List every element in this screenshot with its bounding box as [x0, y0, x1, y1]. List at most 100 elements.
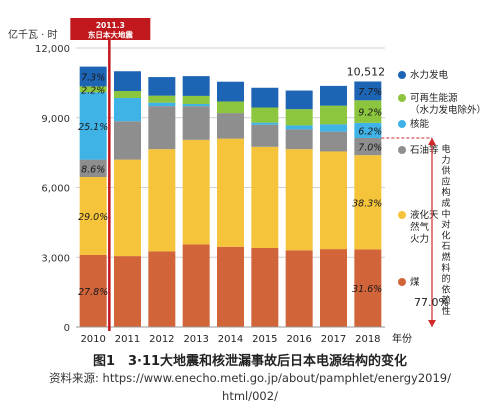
bar-segment	[354, 81, 382, 101]
bar-segment	[354, 155, 382, 250]
dependence-arrow-up	[428, 137, 436, 145]
x-tick-label: 2014	[218, 334, 243, 345]
legend-marker	[398, 71, 406, 79]
x-tick-label: 2012	[149, 334, 174, 345]
x-tick-label: 2017	[321, 334, 346, 345]
bar-segment	[285, 109, 313, 126]
bar-segment	[79, 66, 107, 87]
y-tick-label: 12,000	[35, 44, 70, 55]
bar-segment	[79, 92, 107, 160]
bar-segment	[285, 90, 313, 110]
segment-label: 27.8%	[78, 287, 108, 298]
bar-segment	[285, 250, 313, 327]
event-marker-box	[70, 18, 151, 40]
x-tick-label: 2015	[252, 334, 277, 345]
bar-segment	[217, 101, 244, 114]
segment-label: 2.2%	[81, 85, 105, 96]
segment-label: 29.0%	[78, 212, 108, 223]
bar-segment	[354, 122, 382, 138]
bar-segment	[217, 138, 244, 247]
dependence-value: 77.0%	[414, 296, 449, 309]
legend-label: 煤	[410, 276, 420, 288]
bar-segment	[114, 159, 141, 257]
bar-segment	[251, 146, 279, 248]
bar-segment	[354, 100, 382, 123]
bar-segment	[320, 124, 347, 132]
legend-label: 液化天	[410, 209, 439, 221]
bar-segment	[354, 137, 382, 156]
bar-segment	[217, 81, 244, 102]
legend-label: 可再生能源	[410, 92, 458, 104]
bar-segment	[251, 87, 279, 108]
legend-label: 石油等	[410, 144, 439, 156]
segment-label: 7.3%	[81, 72, 105, 83]
source-note-line-2: html/002/	[222, 389, 278, 403]
bar-segment	[182, 244, 210, 327]
y-tick-label: 0	[64, 323, 70, 334]
bar-segment	[79, 159, 107, 178]
bar-segment	[148, 149, 176, 252]
legend-marker	[398, 94, 406, 102]
dependence-arrow-down	[428, 320, 436, 327]
x-tick-label: 2010	[80, 334, 105, 345]
legend-marker	[398, 146, 406, 154]
bar-segment	[182, 95, 210, 105]
legend-marker	[398, 211, 406, 219]
bar-segment	[320, 131, 347, 152]
bar-segment	[182, 106, 210, 140]
x-tick-label: 2016	[286, 334, 311, 345]
y-axis-label: 亿千瓦 · 时	[8, 28, 58, 41]
bar-segment	[251, 107, 279, 123]
bar-segment	[217, 113, 244, 139]
segment-label: 6.2%	[358, 126, 382, 137]
y-tick-label: 3,000	[41, 253, 70, 264]
event-marker-date: 2011.3	[96, 21, 125, 30]
bar-segment	[148, 106, 176, 150]
segment-label: 8.6%	[81, 164, 105, 175]
legend-label: 然气	[410, 221, 430, 233]
bar-segment	[148, 251, 176, 327]
bar-segment	[79, 86, 107, 93]
x-tick-label: 2011	[115, 334, 140, 345]
bar-segment	[114, 97, 141, 122]
bar-segment	[251, 247, 279, 327]
bar-segment	[285, 149, 313, 251]
bar-segment	[182, 104, 210, 107]
chart: 0 3,000 6,000 9,000 12,000 亿千瓦 · 时 2010 2011 201…	[8, 18, 486, 345]
x-tick-label: 2013	[183, 334, 208, 345]
y-tick-label: 6,000	[41, 184, 70, 195]
bar-segment	[285, 129, 313, 150]
legend-label: （水力发电除外）	[410, 104, 486, 116]
bar-segment	[148, 95, 176, 103]
bar-segment	[354, 249, 382, 327]
segment-label: 7.7%	[358, 87, 382, 98]
bar-segment	[114, 91, 141, 98]
bar-segment	[148, 102, 176, 107]
bar-segment	[148, 77, 176, 96]
bar-segment	[320, 105, 347, 125]
bar-segment	[251, 122, 279, 125]
source-note-line-1: 资料来源: https://www.enecho.meti.go.jp/abou…	[49, 371, 451, 385]
total-label: 10,512	[347, 65, 386, 78]
bar-segment	[114, 71, 141, 92]
legend-label: 核能	[410, 118, 430, 130]
bar-segment	[217, 246, 244, 327]
bar-segment	[182, 139, 210, 245]
bar-segment	[320, 249, 347, 327]
segment-label: 7.0%	[358, 143, 382, 154]
dependence-annotation-text: 电力供应构成中对化石燃料的依赖性	[441, 143, 450, 317]
legend-marker	[398, 278, 406, 286]
bar-segment	[285, 125, 313, 130]
x-tick-label: 2018	[355, 334, 380, 345]
bar-segment	[251, 124, 279, 147]
legend-marker	[398, 120, 406, 128]
bar-segment	[114, 256, 141, 327]
event-marker-label: 东日本大地震	[88, 30, 133, 40]
bar-segment	[114, 121, 141, 160]
segment-label: 31.6%	[352, 284, 382, 295]
segment-label: 9.2%	[358, 108, 382, 119]
segment-label: 38.3%	[352, 198, 382, 209]
figure-caption: 图1 3·11大地震和核泄漏事故后日本电源结构的变化	[92, 354, 408, 369]
y-tick-label: 9,000	[41, 114, 70, 125]
bar-segment	[320, 85, 347, 106]
